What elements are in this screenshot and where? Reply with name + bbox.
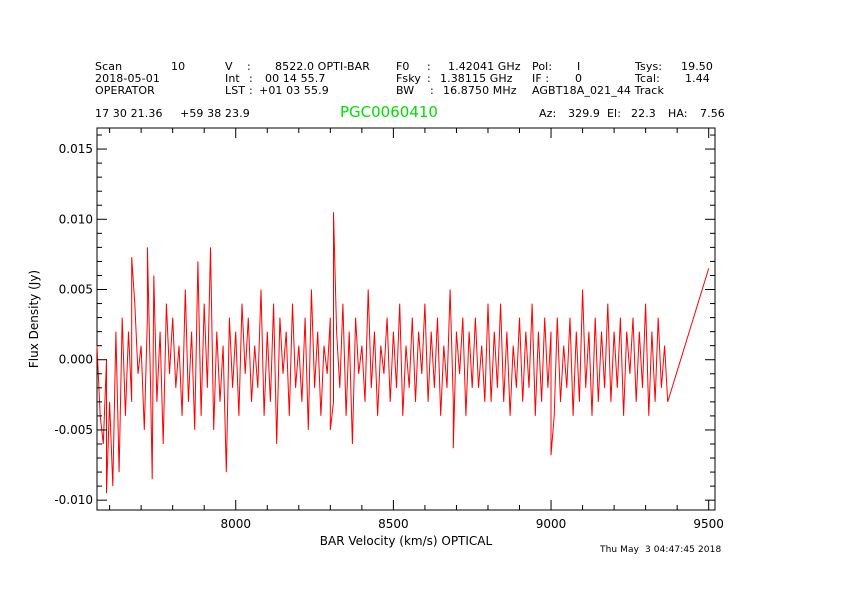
y-tick-label: 0.015: [59, 142, 93, 156]
y-tick-label: 0.010: [59, 212, 93, 226]
header-az-value: 329.9: [568, 107, 600, 120]
x-tick-label: 9500: [693, 517, 724, 531]
header-bw-value: 16.8750 MHz: [443, 84, 517, 97]
header-f0-sep: :: [427, 60, 431, 73]
header-fsky-label: Fsky: [396, 72, 421, 85]
header-tcal-label: Tcal:: [635, 72, 660, 85]
header-fsky-value: 1.38115 GHz: [440, 72, 513, 85]
header-observer: OPERATOR: [95, 84, 155, 97]
header-el-value: 22.3: [631, 107, 656, 120]
y-axis-label: Flux Density (Jy): [27, 270, 41, 368]
header-date: 2018-05-01: [95, 72, 160, 85]
x-tick-label: 8500: [378, 517, 409, 531]
header-ha-label: HA:: [668, 107, 688, 120]
spectrum-line: [96, 212, 710, 494]
header-if-value: 0: [575, 72, 583, 85]
x-tick-label: 8000: [220, 517, 251, 531]
header-project: AGBT18A_021_44 Track: [532, 84, 664, 97]
header-velocity-sep: :: [247, 60, 251, 73]
header-tsys-label: Tsys:: [635, 60, 663, 73]
timestamp: Thu May 3 04:47:45 2018: [600, 545, 722, 555]
header-pol-value: I: [577, 60, 581, 73]
header-dec: +59 38 23.9: [180, 107, 250, 120]
plot-frame: [96, 127, 716, 511]
header-lst-label: LST: [225, 84, 246, 97]
y-tick-label: 0.005: [59, 283, 93, 297]
header-el-label: El:: [607, 107, 622, 120]
header-ra: 17 30 21.36: [95, 107, 163, 120]
header-f0-value: 1.42041 GHz: [448, 60, 521, 73]
x-axis-label: BAR Velocity (km/s) OPTICAL: [320, 534, 493, 548]
header-lst-sep: :: [249, 84, 253, 97]
header-scan-value: 10: [171, 60, 186, 73]
y-ticks: -0.010 -0.005 0.000 0.005 0.010 0.015: [54, 134, 715, 507]
x-ticks: 8000 8500 9000 9500: [109, 128, 724, 531]
header-velocity-label: V: [225, 60, 233, 73]
y-tick-label: -0.005: [54, 423, 93, 437]
header-tcal-value: 1.44: [685, 72, 710, 85]
header-bw-label: BW: [396, 84, 415, 97]
header-if-label: IF :: [532, 72, 550, 85]
header-ha-value: 7.56: [700, 107, 725, 120]
header-int-sep: :: [249, 72, 253, 85]
header-f0-label: F0: [396, 60, 410, 73]
header-fsky-sep: :: [427, 72, 431, 85]
source-title: PGC0060410: [340, 103, 438, 121]
y-tick-label: 0.000: [59, 353, 93, 367]
x-tick-label: 9000: [536, 517, 567, 531]
header-int-label: Int: [225, 72, 240, 85]
header-tsys-value: 19.50: [681, 60, 713, 73]
header-pol-label: Pol:: [532, 60, 553, 73]
header-lst-value: +01 03 55.9: [259, 84, 329, 97]
header-velocity-value: 8522.0 OPTI-BAR: [275, 60, 371, 73]
y-tick-label: -0.010: [54, 493, 93, 507]
spectrum-layer: [96, 212, 710, 494]
header-bw-sep: :: [430, 84, 434, 97]
header-int-value: 00 14 55.7: [265, 72, 326, 85]
header-scan-label: Scan: [95, 60, 123, 73]
header-az-label: Az:: [539, 107, 557, 120]
